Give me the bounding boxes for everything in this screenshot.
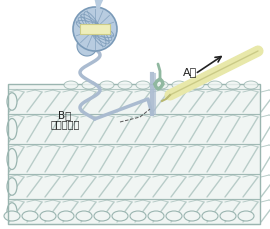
Ellipse shape [112, 211, 128, 221]
Ellipse shape [7, 178, 17, 195]
Ellipse shape [7, 119, 17, 140]
Ellipse shape [22, 211, 38, 221]
Ellipse shape [202, 211, 218, 221]
Text: A糸: A糸 [183, 67, 197, 77]
Ellipse shape [94, 211, 110, 221]
Ellipse shape [82, 82, 96, 90]
Ellipse shape [130, 211, 146, 221]
Ellipse shape [184, 211, 200, 221]
Ellipse shape [100, 82, 114, 90]
Ellipse shape [208, 82, 222, 90]
Ellipse shape [58, 211, 74, 221]
Ellipse shape [166, 211, 182, 221]
Text: B糸: B糸 [58, 109, 72, 120]
Ellipse shape [64, 82, 78, 90]
Ellipse shape [7, 93, 17, 111]
Ellipse shape [7, 203, 17, 220]
Ellipse shape [7, 149, 17, 170]
Ellipse shape [244, 82, 258, 90]
Ellipse shape [154, 82, 168, 90]
Bar [80, 25, 110, 35]
Ellipse shape [172, 82, 186, 90]
Ellipse shape [76, 211, 92, 221]
Ellipse shape [118, 82, 132, 90]
Ellipse shape [190, 82, 204, 90]
Ellipse shape [220, 211, 236, 221]
Ellipse shape [226, 82, 240, 90]
Bar [8, 85, 260, 224]
Ellipse shape [238, 211, 254, 221]
Circle shape [77, 37, 97, 57]
Circle shape [73, 8, 117, 52]
Ellipse shape [40, 211, 56, 221]
Ellipse shape [148, 211, 164, 221]
Ellipse shape [4, 211, 20, 221]
Ellipse shape [136, 82, 150, 90]
Text: （足す糸）: （足す糸） [50, 118, 80, 128]
Bar [8, 85, 260, 224]
